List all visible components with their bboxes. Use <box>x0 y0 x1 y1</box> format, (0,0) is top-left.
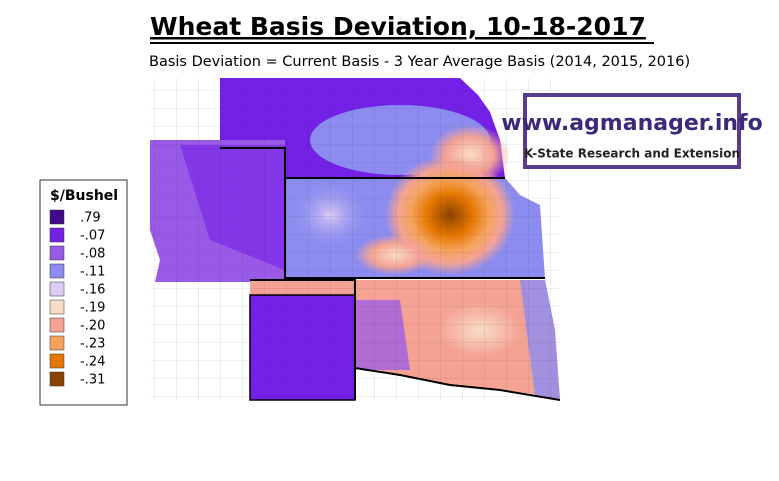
legend-label: -.31 <box>80 373 105 388</box>
map <box>150 78 561 401</box>
legend-label: -.07 <box>80 229 105 244</box>
legend-swatch <box>49 245 65 261</box>
legend-label: -.11 <box>80 265 105 280</box>
legend-swatch <box>49 209 65 225</box>
logo-frame <box>523 93 741 169</box>
logo-org: K-State Research and Extension <box>524 147 740 161</box>
legend-swatch <box>49 371 65 387</box>
legend-swatch <box>49 335 65 351</box>
legend-label: -.08 <box>80 247 105 262</box>
subtitle: Basis Deviation = Current Basis - 3 Year… <box>149 54 690 70</box>
legend-swatch <box>49 263 65 279</box>
legend-title: $/Bushel <box>50 188 118 204</box>
legend-label: -.16 <box>80 283 105 298</box>
logo-url: www.agmanager.info <box>501 111 762 136</box>
legend-label: -.23 <box>80 337 105 352</box>
legend-label: -.20 <box>80 319 105 334</box>
legend-swatch <box>49 281 65 297</box>
legend: $/Bushel .79 -.07 -.08 -.11 -.16 -.19 -.20 -.23… <box>39 179 128 406</box>
title: Wheat Basis Deviation, 10-18-2017 <box>150 12 646 41</box>
legend-swatch <box>49 353 65 369</box>
logo: www.agmanager.info K-State Research and … <box>501 93 763 169</box>
legend-swatch <box>49 227 65 243</box>
legend-label: .79 <box>80 211 101 226</box>
legend-swatch <box>49 317 65 333</box>
legend-label: -.24 <box>80 355 105 370</box>
legend-swatch <box>49 299 65 315</box>
legend-label: -.19 <box>80 301 105 316</box>
